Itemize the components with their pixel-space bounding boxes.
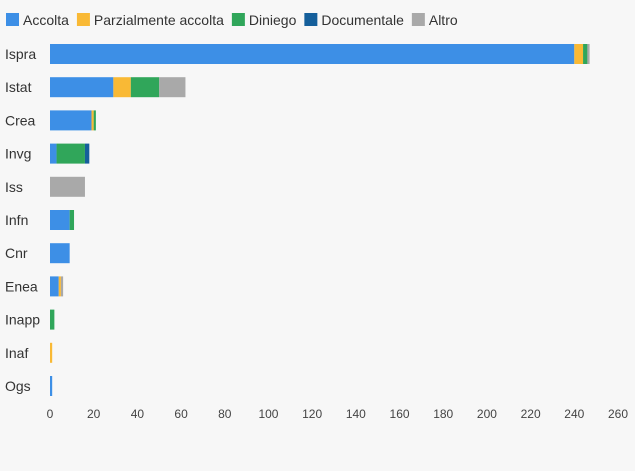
- bar-infn-accolta[interactable]: [50, 210, 70, 230]
- legend-swatch-accolta[interactable]: [6, 13, 19, 26]
- bar-istat-altro[interactable]: [159, 77, 186, 98]
- bar-invg-diniego[interactable]: [56, 143, 85, 164]
- chart-legend: Accolta Parzialmente accolta Diniego Docume…: [6, 12, 458, 28]
- bar-infn-diniego[interactable]: [69, 210, 75, 230]
- category-label-enea: Enea: [5, 278, 38, 294]
- category-axis: Ispra Istat Crea Invg Iss Infn Cnr Enea Inapp Ina…: [5, 46, 40, 394]
- legend-swatch-diniego[interactable]: [231, 13, 245, 26]
- x-tick-label: 80: [218, 407, 232, 421]
- x-tick-label: 160: [390, 407, 410, 421]
- category-label-iss: Iss: [5, 179, 23, 195]
- x-tick-label: 0: [47, 407, 54, 421]
- legend-label-diniego[interactable]: Diniego: [249, 12, 297, 28]
- bar-invg-documentale[interactable]: [84, 143, 90, 164]
- bar-iss-altro[interactable]: [50, 176, 85, 197]
- legend-swatch-altro[interactable]: [411, 13, 425, 26]
- x-tick-label: 100: [258, 407, 278, 421]
- category-label-crea: Crea: [5, 112, 36, 128]
- bar-istat-diniego[interactable]: [130, 77, 160, 98]
- bar-enea-parzialmente-accolta[interactable]: [58, 276, 61, 297]
- category-label-invg: Invg: [5, 146, 31, 162]
- chart-bars: [50, 44, 590, 396]
- category-label-istat: Istat: [5, 79, 32, 95]
- category-label-infn: Infn: [5, 212, 28, 228]
- value-axis: 0 20 40 60 80 100 120 140 160 180 200 220 240 260: [47, 407, 629, 421]
- x-tick-label: 240: [564, 407, 584, 421]
- bar-istat-parzialmente-accolta[interactable]: [113, 77, 131, 98]
- category-label-ispra: Ispra: [5, 46, 36, 62]
- x-tick-label: 200: [477, 407, 497, 421]
- bar-inaf-parzialmente-accolta[interactable]: [50, 342, 53, 363]
- x-tick-label: 60: [174, 407, 188, 421]
- legend-label-altro[interactable]: Altro: [429, 12, 458, 28]
- legend-label-parzialmente-accolta[interactable]: Parzialmente accolta: [94, 12, 224, 28]
- bar-crea-accolta[interactable]: [50, 110, 92, 131]
- legend-swatch-documentale[interactable]: [304, 13, 318, 26]
- bar-crea-diniego[interactable]: [93, 110, 96, 131]
- x-tick-label: 40: [131, 407, 145, 421]
- bar-istat-accolta[interactable]: [50, 77, 114, 98]
- x-tick-label: 220: [521, 407, 541, 421]
- x-tick-label: 180: [433, 407, 453, 421]
- category-label-cnr: Cnr: [5, 245, 28, 261]
- bar-ispra-diniego[interactable]: [583, 44, 588, 64]
- bar-ispra-accolta[interactable]: [50, 44, 575, 64]
- x-tick-label: 260: [608, 407, 628, 421]
- bar-cnr-accolta[interactable]: [50, 243, 70, 264]
- legend-label-accolta[interactable]: Accolta: [23, 12, 69, 28]
- x-tick-label: 140: [346, 407, 366, 421]
- legend-swatch-parzialmente-accolta[interactable]: [76, 13, 90, 26]
- legend-label-documentale[interactable]: Documentale: [321, 12, 404, 28]
- bar-enea-accolta[interactable]: [50, 276, 59, 297]
- x-tick-label: 20: [87, 407, 101, 421]
- bar-ispra-parzialmente-accolta[interactable]: [574, 44, 584, 64]
- bar-invg-accolta[interactable]: [50, 143, 57, 164]
- bar-inapp-diniego[interactable]: [50, 309, 55, 330]
- bar-ogs-accolta[interactable]: [50, 376, 53, 396]
- x-tick-label: 120: [302, 407, 322, 421]
- bar-enea-altro[interactable]: [60, 276, 64, 297]
- category-label-inaf: Inaf: [5, 345, 28, 361]
- category-label-ogs: Ogs: [5, 378, 31, 394]
- bar-ispra-altro[interactable]: [587, 44, 590, 64]
- bar-crea-parzialmente-accolta[interactable]: [91, 110, 94, 131]
- category-label-inapp: Inapp: [5, 312, 40, 328]
